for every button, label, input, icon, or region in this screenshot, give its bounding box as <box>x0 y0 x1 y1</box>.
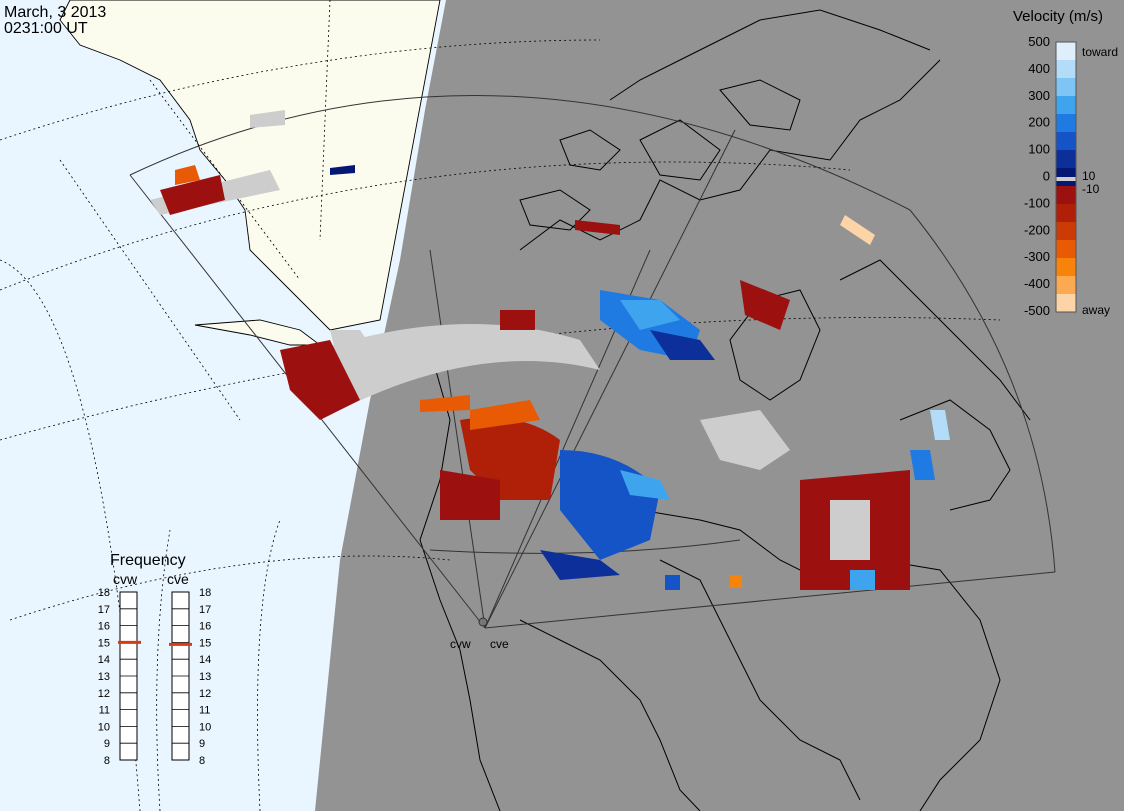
coastlines <box>419 9 1031 811</box>
frequency-tick-label-right: 14 <box>199 654 211 666</box>
colorbar-threshold-positive: 10 <box>1082 169 1096 183</box>
colorbar-threshold-negative: -10 <box>1082 182 1100 196</box>
frequency-tick-label-left: 17 <box>98 604 110 616</box>
frequency-station-left: cvw <box>113 571 138 587</box>
station-label-cve: cve <box>490 637 509 651</box>
colorbar-zero-band <box>1056 177 1076 181</box>
colorbar-tick-label: 400 <box>1028 61 1050 76</box>
frequency-tick-label-right: 12 <box>199 688 211 700</box>
frequency-title: Frequency <box>110 552 186 569</box>
colorbar-tick-label: 500 <box>1028 34 1050 49</box>
frequency-tick-label-left: 12 <box>98 688 110 700</box>
colorbar-tick-label: -500 <box>1024 303 1050 318</box>
frequency-tick-label-left: 10 <box>98 721 110 733</box>
frequency-tick-label-left: 9 <box>104 738 110 750</box>
colorbar-cell <box>1056 276 1076 295</box>
radar-station-marker <box>478 617 488 627</box>
timestamp-date: March, 3 2013 <box>4 4 106 21</box>
frequency-station-right: cve <box>167 571 189 587</box>
colorbar-title: Velocity (m/s) <box>1013 8 1103 25</box>
colorbar-cell <box>1056 222 1076 241</box>
colorbar-tick-labels: 500 400 300 200 100 0 -100 -200 -300 -400 -500 <box>1024 34 1050 318</box>
colorbar-away-label: away <box>1082 303 1110 317</box>
colorbar-cell <box>1056 204 1076 223</box>
frequency-tick-label-left: 15 <box>98 637 110 649</box>
velocity-echoes <box>160 165 950 590</box>
colorbar-tick-label: -300 <box>1024 249 1050 264</box>
lat-lon-grid <box>0 0 1001 811</box>
colorbar-cell <box>1056 132 1076 151</box>
colorbar-cell <box>1056 150 1076 169</box>
frequency-tick-label-left: 13 <box>98 671 110 683</box>
timestamp-time: 0231:00 UT <box>4 20 88 37</box>
colorbar-tick-label: 0 <box>1043 169 1050 184</box>
frequency-tick-label-left: 16 <box>98 621 110 633</box>
colorbar-cell <box>1056 60 1076 79</box>
colorbar-toward-label: toward <box>1082 45 1118 59</box>
frequency-tick-label-left: 14 <box>98 654 110 666</box>
frequency-tick-label-left: 11 <box>99 705 110 717</box>
frequency-tick-label-left: 18 <box>98 587 110 599</box>
frequency-tick-label-right: 9 <box>199 738 205 750</box>
velocity-colorbar: Velocity (m/s) 500 400 300 200 100 0 -100 -200 -… <box>1013 8 1118 318</box>
colorbar-cells <box>1056 42 1076 313</box>
frequency-tick-label-right: 16 <box>199 621 211 633</box>
colorbar-cell <box>1056 258 1076 277</box>
colorbar-cell <box>1056 42 1076 61</box>
colorbar-cell <box>1056 186 1076 205</box>
frequency-tick-label-right: 8 <box>199 755 205 767</box>
colorbar-cell <box>1056 240 1076 259</box>
colorbar-tick-label: -400 <box>1024 276 1050 291</box>
colorbar-tick-label: 100 <box>1028 142 1050 157</box>
frequency-gauges <box>119 591 190 761</box>
colorbar-cell <box>1056 294 1076 313</box>
frequency-tick-label-right: 13 <box>199 671 211 683</box>
frequency-panel: Frequency cvw cve 18 18 17 17 16 16 15 15 14 14 13… <box>98 552 212 767</box>
frequency-tick-label-left: 8 <box>104 755 110 767</box>
frequency-tick-label-right: 10 <box>199 721 211 733</box>
frequency-tick-label-right: 11 <box>199 705 210 717</box>
frequency-tick-label-right: 18 <box>199 587 211 599</box>
frequency-tick-label-right: 15 <box>199 637 211 649</box>
colorbar-cell <box>1056 96 1076 115</box>
colorbar-tick-label: 200 <box>1028 115 1050 130</box>
station-label-cvw: cvw <box>450 637 471 651</box>
colorbar-frame <box>1055 41 1077 313</box>
colorbar-cell <box>1056 114 1076 133</box>
frequency-tick-label-right: 17 <box>199 604 211 616</box>
colorbar-tick-label: -200 <box>1024 222 1050 237</box>
colorbar-tick-label: 300 <box>1028 88 1050 103</box>
frequency-tick-labels: 18 18 17 17 16 16 15 15 14 14 13 13 12 12 11 11 10 10 9 9 8 8 <box>98 587 212 767</box>
colorbar-tick-label: -100 <box>1024 195 1050 210</box>
night-terminator <box>315 0 1124 811</box>
colorbar-cell <box>1056 78 1076 97</box>
